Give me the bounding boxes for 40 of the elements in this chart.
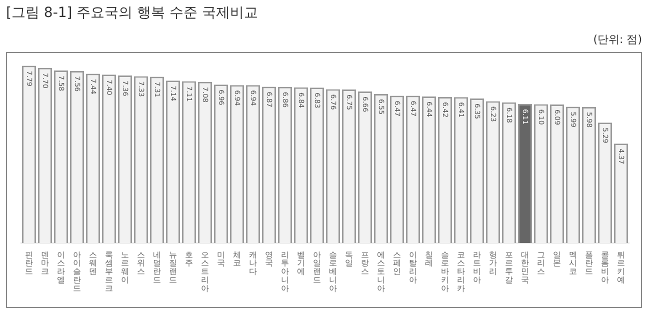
x-tick-label: 독일 xyxy=(345,250,353,268)
x-tick-label: 벨기에 xyxy=(297,250,305,276)
x-tick-label: 스위스 xyxy=(137,250,145,276)
x-tick-label: 오스트리아 xyxy=(201,250,209,293)
x-tick-label: 호주 xyxy=(185,250,193,268)
x-tick-label: 리투아니아 xyxy=(281,250,289,293)
x-tick-label: 이탈리아 xyxy=(409,250,417,284)
x-tick-label: 네덜란드 xyxy=(153,250,161,284)
x-tick-label: 덴마크 xyxy=(41,250,49,276)
x-tick-label: 코스타리카 xyxy=(457,250,465,293)
x-tick-label: 일본 xyxy=(553,250,561,268)
x-tick-label: 그리스 xyxy=(537,250,545,276)
x-tick-label: 폴란드 xyxy=(585,250,593,276)
x-tick-label: 아일랜드 xyxy=(313,250,321,284)
text: (단위: 점) xyxy=(593,32,642,47)
x-tick-label: 슬로베니아 xyxy=(329,250,337,293)
x-tick-label: 튀르키예 xyxy=(617,250,625,284)
x-tick-label: 콜롬비아 xyxy=(601,250,609,284)
x-tick-label: 캐나다 xyxy=(249,250,257,276)
x-tick-label: 라트비아 xyxy=(473,250,481,284)
x-tick-label: 뉴질랜드 xyxy=(169,250,177,284)
x-tick-label: 룩셈부르크 xyxy=(105,250,113,293)
x-tick-label: 스웨덴 xyxy=(89,250,97,276)
x-tick-label: 헝가리 xyxy=(489,250,497,276)
x-tick-label: 아이슬란드 xyxy=(73,250,81,293)
x-tick-label: 핀란드 xyxy=(25,250,33,276)
x-tick-label: 이스라엘 xyxy=(57,250,65,284)
x-tick-label: 슬로바키아 xyxy=(441,250,449,293)
x-tick-label: 포르투갈 xyxy=(505,250,513,284)
x-tick-label: 체코 xyxy=(233,250,241,268)
x-tick-label: 스페인 xyxy=(393,250,401,276)
x-tick-label: 프랑스 xyxy=(361,250,369,276)
x-tick-label: 대한민국 xyxy=(521,250,529,284)
x-tick-label: 에스토니아 xyxy=(377,250,385,293)
x-tick-label: 미국 xyxy=(217,250,225,268)
x-tick-label: 칠레 xyxy=(425,250,433,268)
x-tick-label: 멕시코 xyxy=(569,250,577,276)
x-tick-label: 노르웨이 xyxy=(121,250,129,284)
chart-title: [그림 8-1] 주요국의 행복 수준 국제비교 xyxy=(6,4,258,22)
x-tick-label: 영국 xyxy=(265,250,273,268)
